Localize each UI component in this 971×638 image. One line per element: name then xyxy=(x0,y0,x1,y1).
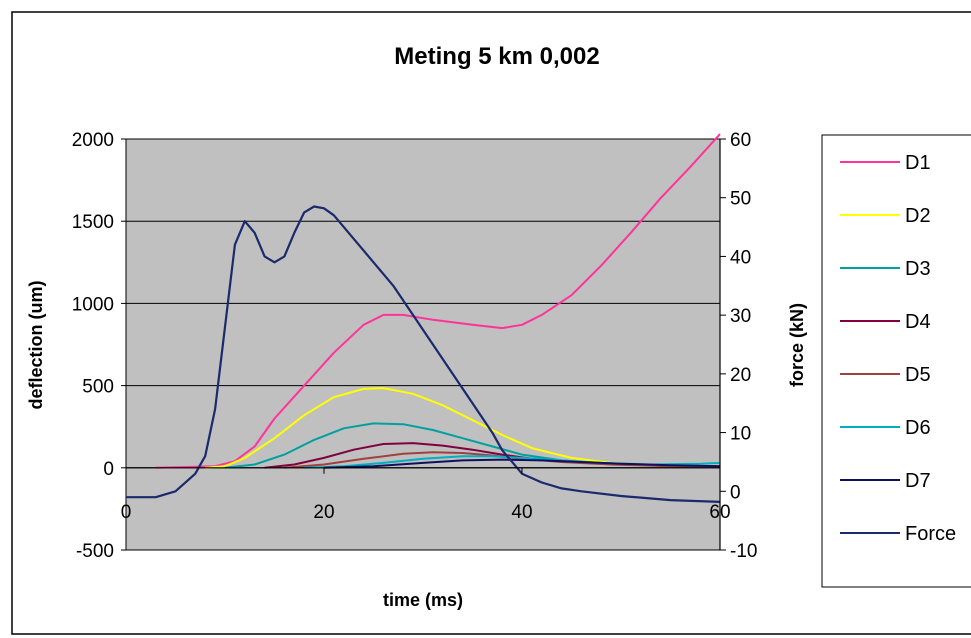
y-axis-title: deflection (um) xyxy=(26,280,46,409)
legend-label: Force xyxy=(905,523,956,545)
legend-label: D7 xyxy=(905,470,931,492)
legend-box xyxy=(821,134,971,588)
legend-label: D4 xyxy=(905,311,931,333)
y2-tick-label: 60 xyxy=(730,130,751,151)
x-axis-title: time (ms) xyxy=(383,590,463,610)
y-tick-label: 0 xyxy=(103,459,114,480)
y2-axis-title: force (kN) xyxy=(787,303,807,387)
right-axis-ticks: -10 0 10 20 30 40 50 60 xyxy=(720,130,757,562)
x-tick-label: 0 xyxy=(121,502,132,523)
legend-label: D5 xyxy=(905,364,931,386)
plot-area xyxy=(125,138,721,551)
series-lines xyxy=(126,133,721,503)
series-line-force xyxy=(126,205,721,503)
y-tick-label: 2000 xyxy=(72,130,114,151)
y-tick-label: 1500 xyxy=(72,212,114,233)
y2-tick-label: 30 xyxy=(730,306,751,327)
legend-label: D3 xyxy=(905,258,931,280)
x-tick-label: 20 xyxy=(313,502,334,523)
x-axis-ticks: 0 20 40 60 xyxy=(121,467,731,523)
chart-title: Meting 5 km 0,002 xyxy=(394,43,599,70)
y2-tick-label: 20 xyxy=(730,365,751,386)
legend: D1 D2 D3 D4 D5 D6 D7 Force xyxy=(821,134,971,588)
x-tick-label: 40 xyxy=(511,502,532,523)
series-line-d7 xyxy=(323,458,721,469)
legend-label: D6 xyxy=(905,417,931,439)
legend-items: D1 D2 D3 D4 D5 D6 D7 Force xyxy=(840,152,956,545)
y-tick-label: 1000 xyxy=(72,294,114,315)
y2-tick-label: 50 xyxy=(730,189,751,210)
y-tick-label: -500 xyxy=(76,541,114,562)
x-tick-label: 60 xyxy=(709,502,730,523)
y2-tick-label: -10 xyxy=(730,541,757,562)
series-line-d5 xyxy=(284,451,720,469)
series-line-d1 xyxy=(155,133,721,469)
axes xyxy=(126,139,721,550)
y2-tick-label: 10 xyxy=(730,424,751,445)
left-axis-ticks: -500 0 500 1000 1500 2000 xyxy=(72,130,126,562)
legend-label: D1 xyxy=(905,152,931,174)
y2-tick-label: 0 xyxy=(730,482,741,503)
series-line-d2 xyxy=(205,387,721,469)
y2-tick-label: 40 xyxy=(730,247,751,268)
y-tick-label: 500 xyxy=(82,377,114,398)
legend-label: D2 xyxy=(905,205,931,227)
